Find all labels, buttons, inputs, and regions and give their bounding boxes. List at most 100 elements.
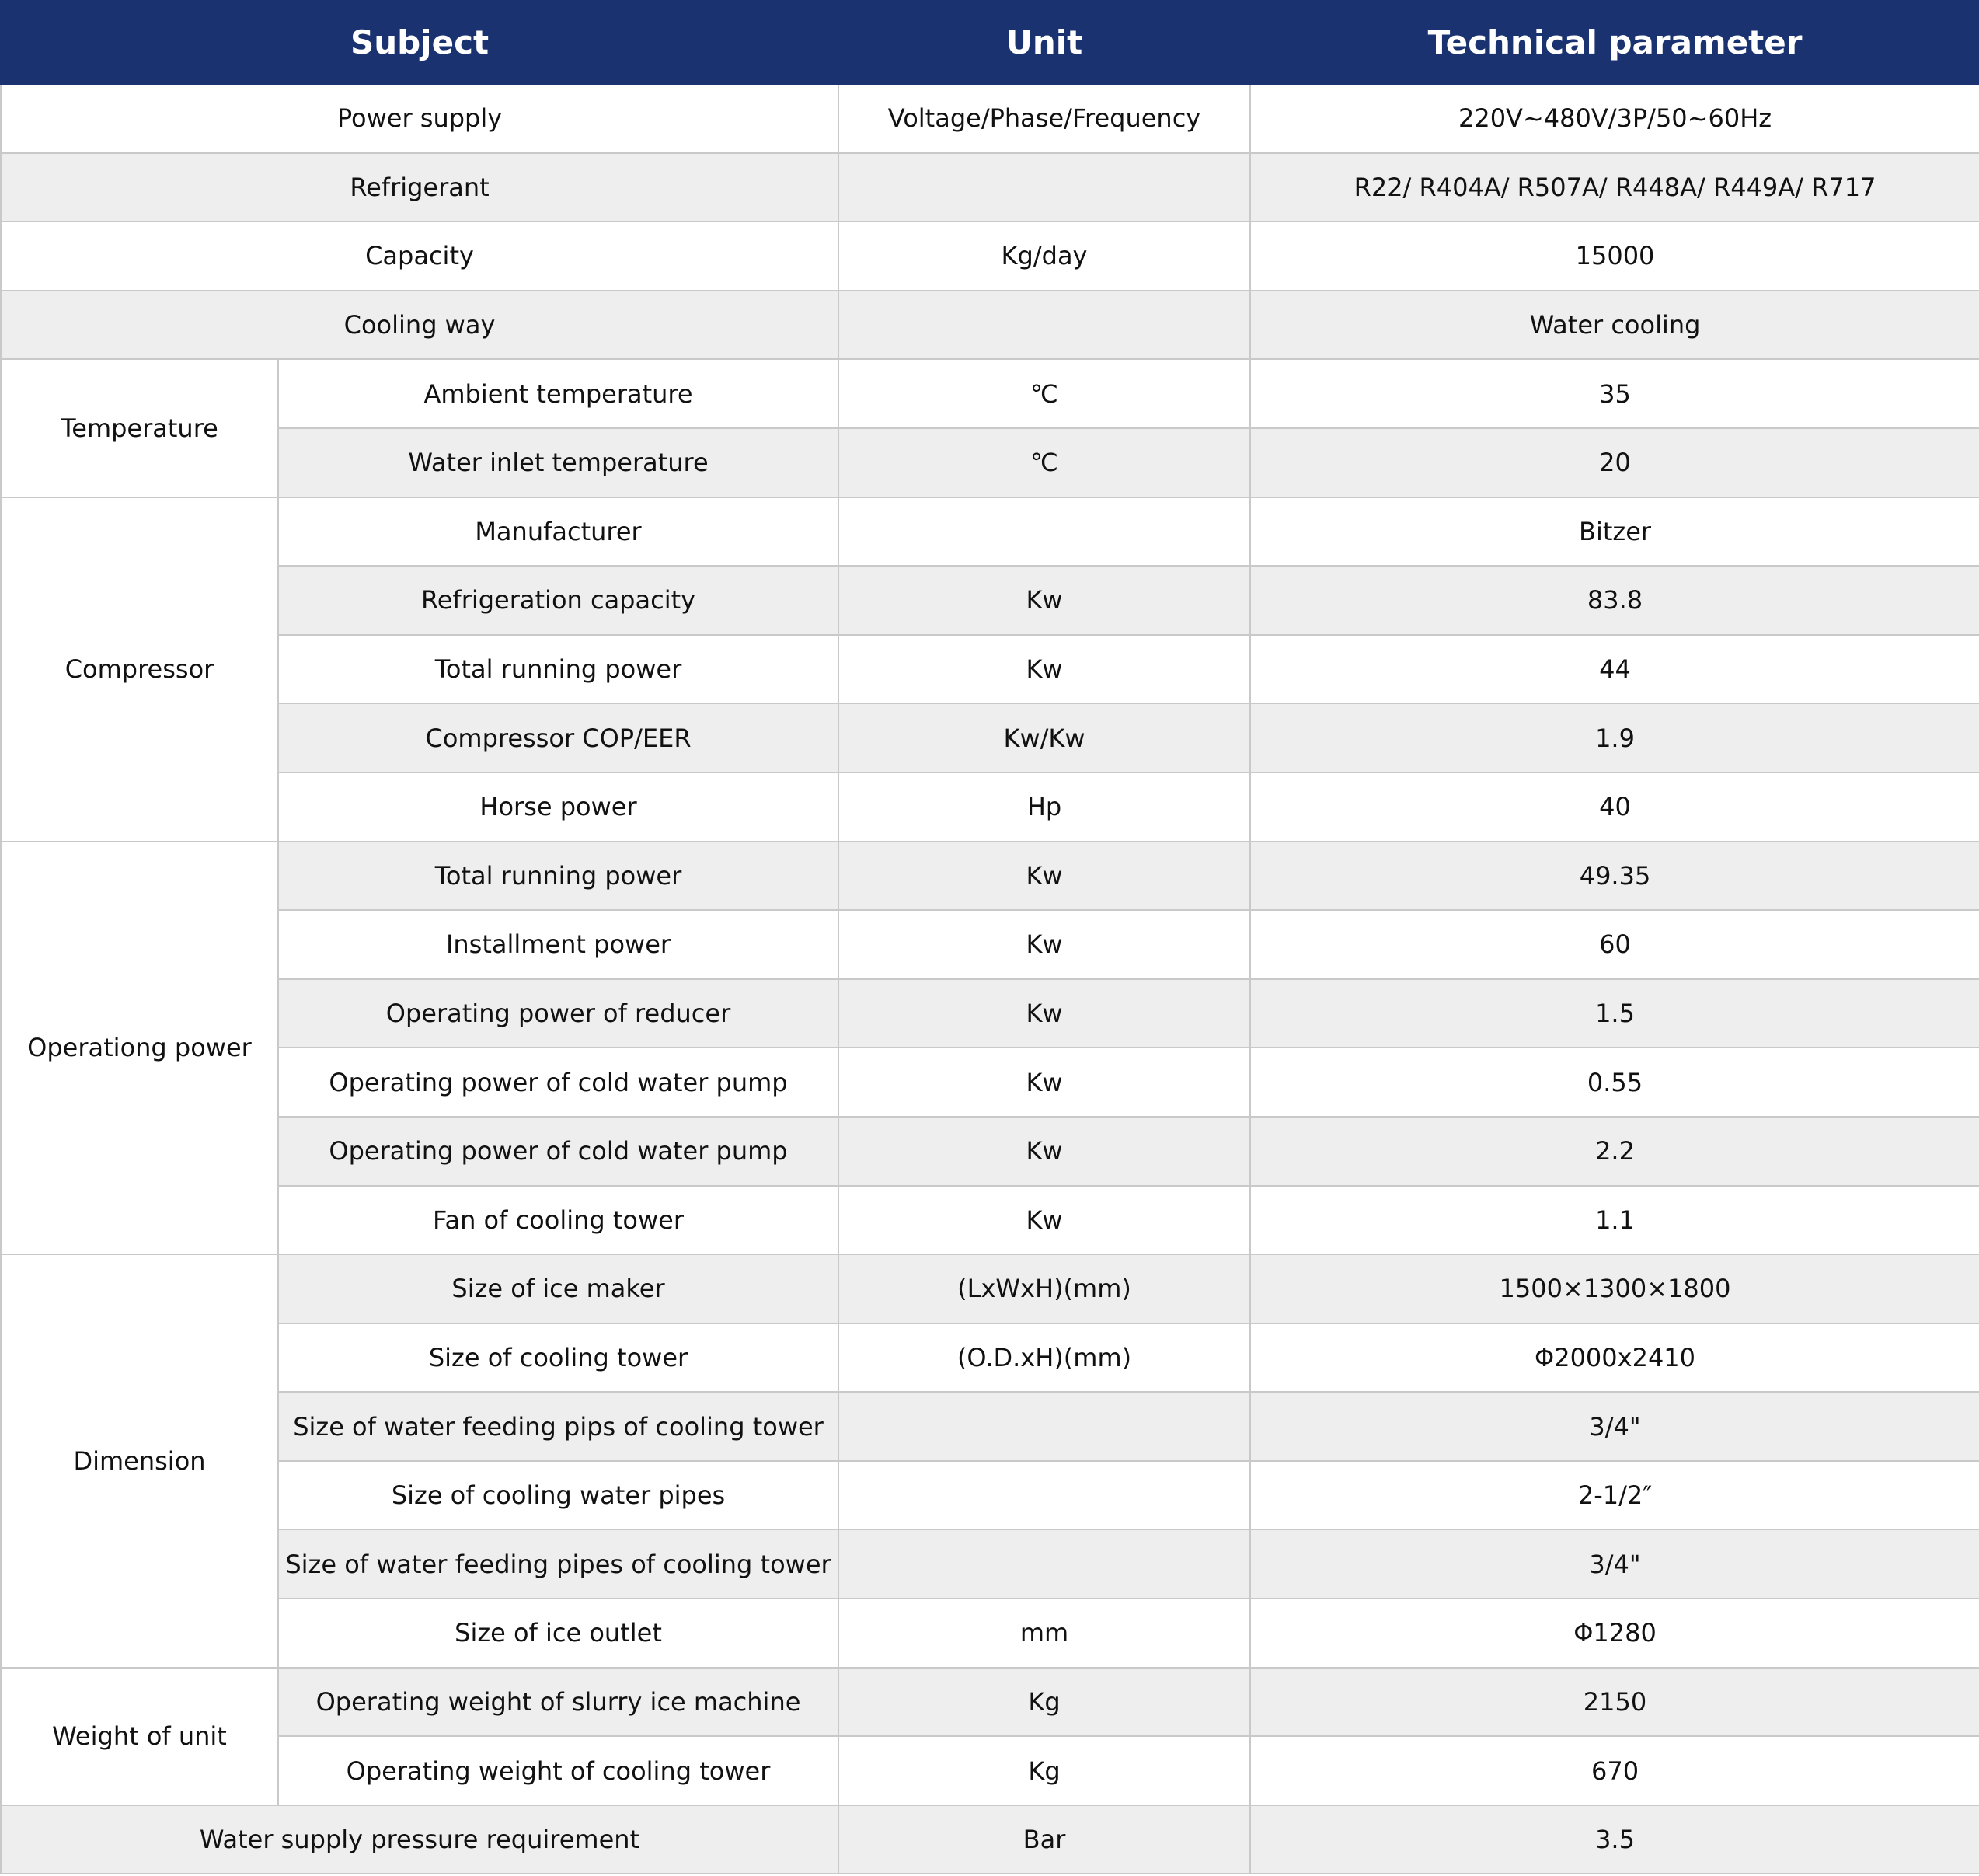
value-cell: 3/4"	[1249, 1529, 1979, 1600]
unit-cell	[838, 1459, 1252, 1531]
table-row: Capacity Kg/day 15000	[0, 221, 1979, 291]
unit-cell	[838, 289, 1252, 361]
value-cell: Φ2000x2410	[1249, 1322, 1979, 1393]
unit-cell: ℃	[838, 427, 1252, 498]
subject-cell: Manufacturer	[277, 496, 840, 567]
table-row: Operating power of cold water pump Kw 2.2	[1, 1115, 1979, 1187]
table-row: Temperature Ambient temperature ℃ 35	[0, 358, 1979, 498]
table-row: Compressor COP/EER Kw/Kw 1.9	[1, 703, 1979, 773]
unit-cell: Hp	[838, 771, 1252, 842]
table-row: Water inlet temperature ℃ 20	[1, 427, 1979, 498]
table-row: Fan of cooling tower Kw 1.1	[1, 1184, 1979, 1256]
subject-cell: Fan of cooling tower	[277, 1184, 840, 1256]
table-row: Operating weight of cooling tower Kg 670	[1, 1735, 1979, 1806]
unit-cell: Kw	[838, 1047, 1252, 1118]
table-row: Compressor Manufacturer Bitzer	[0, 496, 1979, 842]
table-row: Size of cooling water pipes 2-1/2″	[1, 1459, 1979, 1531]
table-row: Size of ice outlet mm Φ1280	[1, 1598, 1979, 1669]
value-cell: 1.5	[1249, 978, 1979, 1049]
value-cell: 2.2	[1249, 1115, 1979, 1187]
value-cell: 2150	[1249, 1666, 1979, 1738]
unit-cell: Bar	[838, 1804, 1252, 1875]
subject-cell: Capacity	[0, 221, 840, 291]
unit-cell: Kg	[838, 1735, 1252, 1806]
value-cell: 40	[1249, 771, 1979, 842]
value-cell: 220V~480V/3P/50~60Hz	[1249, 83, 1979, 154]
header-cell: Subject	[0, 0, 840, 85]
unit-cell	[838, 152, 1252, 223]
table-row: Dimension Size of ice maker (LxWxH)(mm) 150…	[0, 1254, 1979, 1669]
group-cell: Dimension	[0, 1254, 279, 1669]
group-cell: Operationg power	[0, 840, 279, 1256]
subject-cell: Refrigeration capacity	[277, 565, 840, 636]
value-cell: 15000	[1249, 221, 1979, 291]
value-cell: Φ1280	[1249, 1598, 1979, 1669]
subject-cell: Ambient temperature	[277, 358, 840, 429]
unit-cell	[838, 1391, 1252, 1462]
value-cell: 83.8	[1249, 565, 1979, 636]
unit-cell	[838, 1529, 1252, 1600]
table-row: Total running power Kw 44	[1, 633, 1979, 705]
table-row: Size of water feeding pips of cooling to…	[1, 1391, 1979, 1462]
value-cell: 1500×1300×1800	[1249, 1254, 1979, 1324]
header-row: Subject Unit Technical parameter	[0, 0, 1979, 85]
value-cell: 1.9	[1249, 703, 1979, 773]
value-cell: 60	[1249, 909, 1979, 980]
subject-cell: Operating power of reducer	[277, 978, 840, 1049]
subject-cell: Operating weight of cooling tower	[277, 1735, 840, 1806]
table-row: Cooling way Water cooling	[0, 289, 1979, 361]
table-row: Size of cooling tower (O.D.xH)(mm) Φ2000x2…	[1, 1322, 1979, 1393]
unit-cell: ℃	[838, 358, 1252, 429]
unit-cell: Voltage/Phase/Frequency	[838, 83, 1252, 154]
table-row: Power supply Voltage/Phase/Frequency 220V~…	[0, 83, 1979, 154]
table-row: Operating power of reducer Kw 1.5	[1, 978, 1979, 1049]
value-cell: 20	[1249, 427, 1979, 498]
subject-cell: Size of water feeding pips of cooling to…	[277, 1391, 840, 1462]
subject-cell: Size of ice outlet	[277, 1598, 840, 1669]
subject-cell: Cooling way	[0, 289, 840, 361]
value-cell: R22/ R404A/ R507A/ R448A/ R449A/ R717	[1249, 152, 1979, 223]
unit-cell: Kw	[838, 1115, 1252, 1187]
subject-cell: Water supply pressure requirement	[0, 1804, 840, 1875]
value-cell: 1.1	[1249, 1184, 1979, 1256]
subject-cell: Operating weight of slurry ice machine	[277, 1666, 840, 1738]
subject-cell: Refrigerant	[0, 152, 840, 223]
subject-cell: Size of cooling tower	[277, 1322, 840, 1393]
unit-cell: Kw	[838, 909, 1252, 980]
table-row: Weight of unit Operating weight of slurry…	[0, 1666, 1979, 1806]
unit-cell: (O.D.xH)(mm)	[838, 1322, 1252, 1393]
table-row: Water supply pressure requirement Bar 3.5	[0, 1804, 1979, 1875]
group-cell: Temperature	[0, 358, 279, 498]
value-cell: 0.55	[1249, 1047, 1979, 1118]
value-cell: 3.5	[1249, 1804, 1979, 1875]
table-row: Operationg power Total running power Kw 49.…	[0, 840, 1979, 1256]
subject-cell: Total running power	[277, 840, 840, 912]
table-row: Horse power Hp 40	[1, 771, 1979, 842]
unit-cell: Kg/day	[838, 221, 1252, 291]
value-cell: 44	[1249, 633, 1979, 705]
header-cell: Technical parameter	[1249, 0, 1979, 85]
unit-cell: Kg	[838, 1666, 1252, 1738]
value-cell: 2-1/2″	[1249, 1459, 1979, 1531]
value-cell: 3/4"	[1249, 1391, 1979, 1462]
table-row: Size of water feeding pipes of cooling t…	[1, 1529, 1979, 1600]
subject-cell: Size of water feeding pipes of cooling t…	[277, 1529, 840, 1600]
table-body: Power supply Voltage/Phase/Frequency 220V~…	[0, 83, 1979, 1875]
subject-cell: Operating power of cold water pump	[277, 1047, 840, 1118]
subject-cell: Installment power	[277, 909, 840, 980]
unit-cell: Kw/Kw	[838, 703, 1252, 773]
value-cell: 35	[1249, 358, 1979, 429]
unit-cell: Kw	[838, 1184, 1252, 1256]
subject-cell: Compressor COP/EER	[277, 703, 840, 773]
subject-cell: Power supply	[0, 83, 840, 154]
subject-cell: Size of cooling water pipes	[277, 1459, 840, 1531]
value-cell: Water cooling	[1249, 289, 1979, 361]
table-row: Refrigerant R22/ R404A/ R507A/ R448A/ R44…	[0, 152, 1979, 223]
unit-cell: mm	[838, 1598, 1252, 1669]
unit-cell: (LxWxH)(mm)	[838, 1254, 1252, 1324]
subject-cell: Water inlet temperature	[277, 427, 840, 498]
subject-cell: Horse power	[277, 771, 840, 842]
group-cell: Compressor	[0, 496, 279, 842]
